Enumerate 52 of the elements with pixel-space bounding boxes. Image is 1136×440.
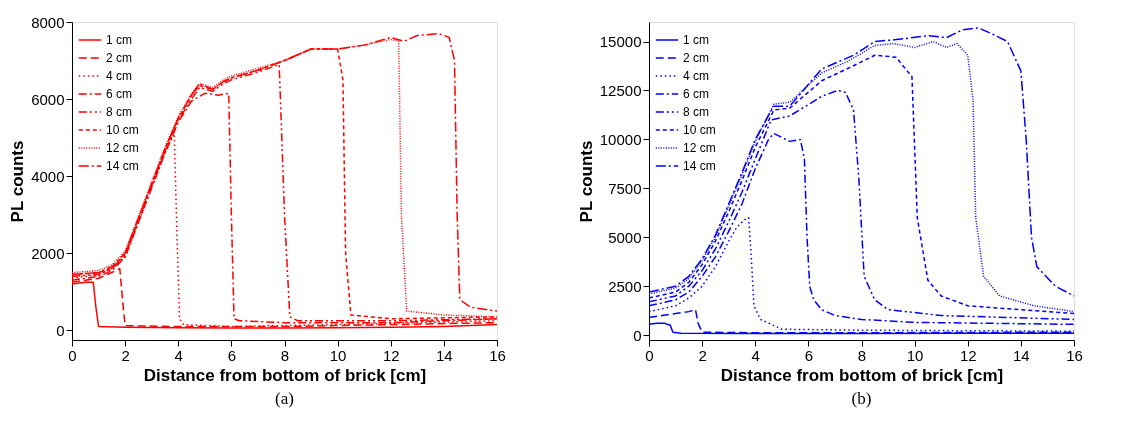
y-tick-label: 12500 xyxy=(599,81,642,99)
y-tick-label: 15000 xyxy=(599,33,642,51)
x-tick-label: 8 xyxy=(857,346,867,364)
legend-label: 6 cm xyxy=(106,87,133,101)
y-axis-title: PL counts xyxy=(576,140,596,223)
legend-label: 6 cm xyxy=(683,87,710,101)
y-tick-label: 0 xyxy=(633,326,642,344)
y-tick-label: 0 xyxy=(56,321,65,339)
x-tick-label: 8 xyxy=(280,346,290,364)
legend-label: 8 cm xyxy=(683,105,710,119)
y-tick-label: 2000 xyxy=(31,244,65,262)
legend-label: 10 cm xyxy=(106,123,139,137)
x-tick-label: 16 xyxy=(1066,346,1083,364)
x-axis-title: Distance from bottom of brick [cm] xyxy=(720,365,1004,385)
x-tick-label: 6 xyxy=(227,346,237,364)
x-tick-label: 6 xyxy=(804,346,814,364)
x-tick-label: 4 xyxy=(174,346,183,364)
x-axis-title: Distance from bottom of brick [cm] xyxy=(143,365,427,385)
text: (b) xyxy=(851,389,872,408)
y-tick-label: 8000 xyxy=(31,13,65,31)
legend-label: 1 cm xyxy=(683,33,710,47)
y-axis-title: PL counts xyxy=(8,140,28,223)
legend-label: 2 cm xyxy=(683,51,710,65)
x-tick-label: 12 xyxy=(959,346,977,364)
y-tick-label: 2500 xyxy=(608,277,642,295)
text: (a) xyxy=(275,389,294,408)
y-tick-label: 6000 xyxy=(31,90,65,108)
legend-label: 2 cm xyxy=(106,51,133,65)
x-tick-label: 2 xyxy=(698,346,707,364)
legend-label: 14 cm xyxy=(106,159,139,173)
legend-label: 4 cm xyxy=(106,69,133,83)
x-tick-label: 14 xyxy=(1013,346,1030,364)
x-tick-label: 12 xyxy=(382,346,400,364)
y-tick-label: 4000 xyxy=(31,167,65,185)
legend-label: 14 cm xyxy=(683,159,716,173)
legend-label: 10 cm xyxy=(683,123,716,137)
x-tick-label: 4 xyxy=(751,346,760,364)
legend-label: 12 cm xyxy=(683,141,716,155)
x-tick-label: 10 xyxy=(906,346,924,364)
x-tick-label: 2 xyxy=(121,346,130,364)
y-tick-label: 5000 xyxy=(608,228,642,246)
y-tick-label: 10000 xyxy=(599,130,642,148)
y-tick-label: 7500 xyxy=(608,179,642,197)
x-tick-label: 10 xyxy=(329,346,347,364)
x-tick-label: 16 xyxy=(489,346,506,364)
legend-label: 4 cm xyxy=(683,69,710,83)
legend-label: 1 cm xyxy=(106,33,133,47)
x-tick-label: 0 xyxy=(68,346,77,364)
legend-label: 8 cm xyxy=(106,105,133,119)
x-tick-label: 0 xyxy=(645,346,654,364)
legend-label: 12 cm xyxy=(106,141,139,155)
x-tick-label: 14 xyxy=(436,346,453,364)
